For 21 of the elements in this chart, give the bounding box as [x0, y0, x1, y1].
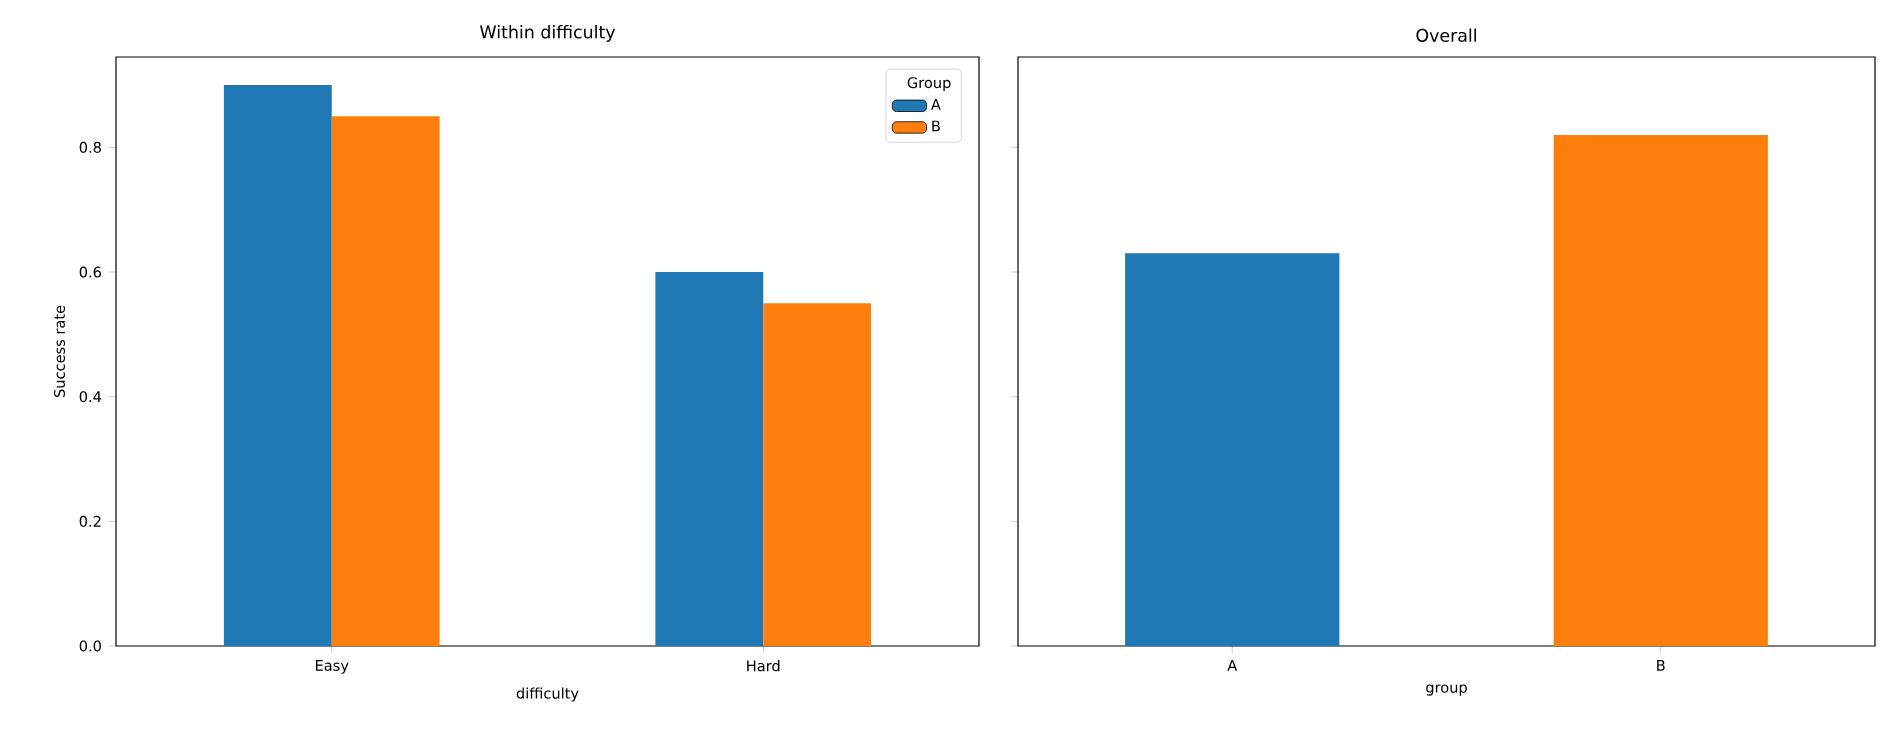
x-tick-label: A	[1227, 660, 1238, 671]
y-tick-label: 0.4	[79, 391, 102, 403]
x-tick-label: B	[1657, 660, 1665, 671]
y-tick-label: 0.0	[79, 640, 101, 652]
x-tick-label: Easy	[315, 660, 349, 674]
bar	[655, 272, 764, 646]
y-tick-label: 0.2	[79, 515, 101, 527]
x-axis-title: difficulty	[516, 687, 579, 702]
legend-label: B	[932, 120, 940, 132]
bar	[331, 116, 440, 646]
bar	[223, 85, 332, 646]
y-axis-title: Success rate	[53, 305, 66, 398]
legend-label: A	[931, 99, 941, 110]
y-tick-label: 0.8	[79, 141, 101, 153]
y-tick-label: 0.6	[79, 266, 102, 278]
x-axis-title: group	[1426, 684, 1467, 696]
chart-title: Overall	[1416, 28, 1476, 42]
x-tick-label: Hard	[747, 660, 780, 672]
legend-title: Group	[907, 77, 951, 92]
chart-title: Within difficulty	[480, 25, 616, 42]
bar	[763, 303, 872, 646]
